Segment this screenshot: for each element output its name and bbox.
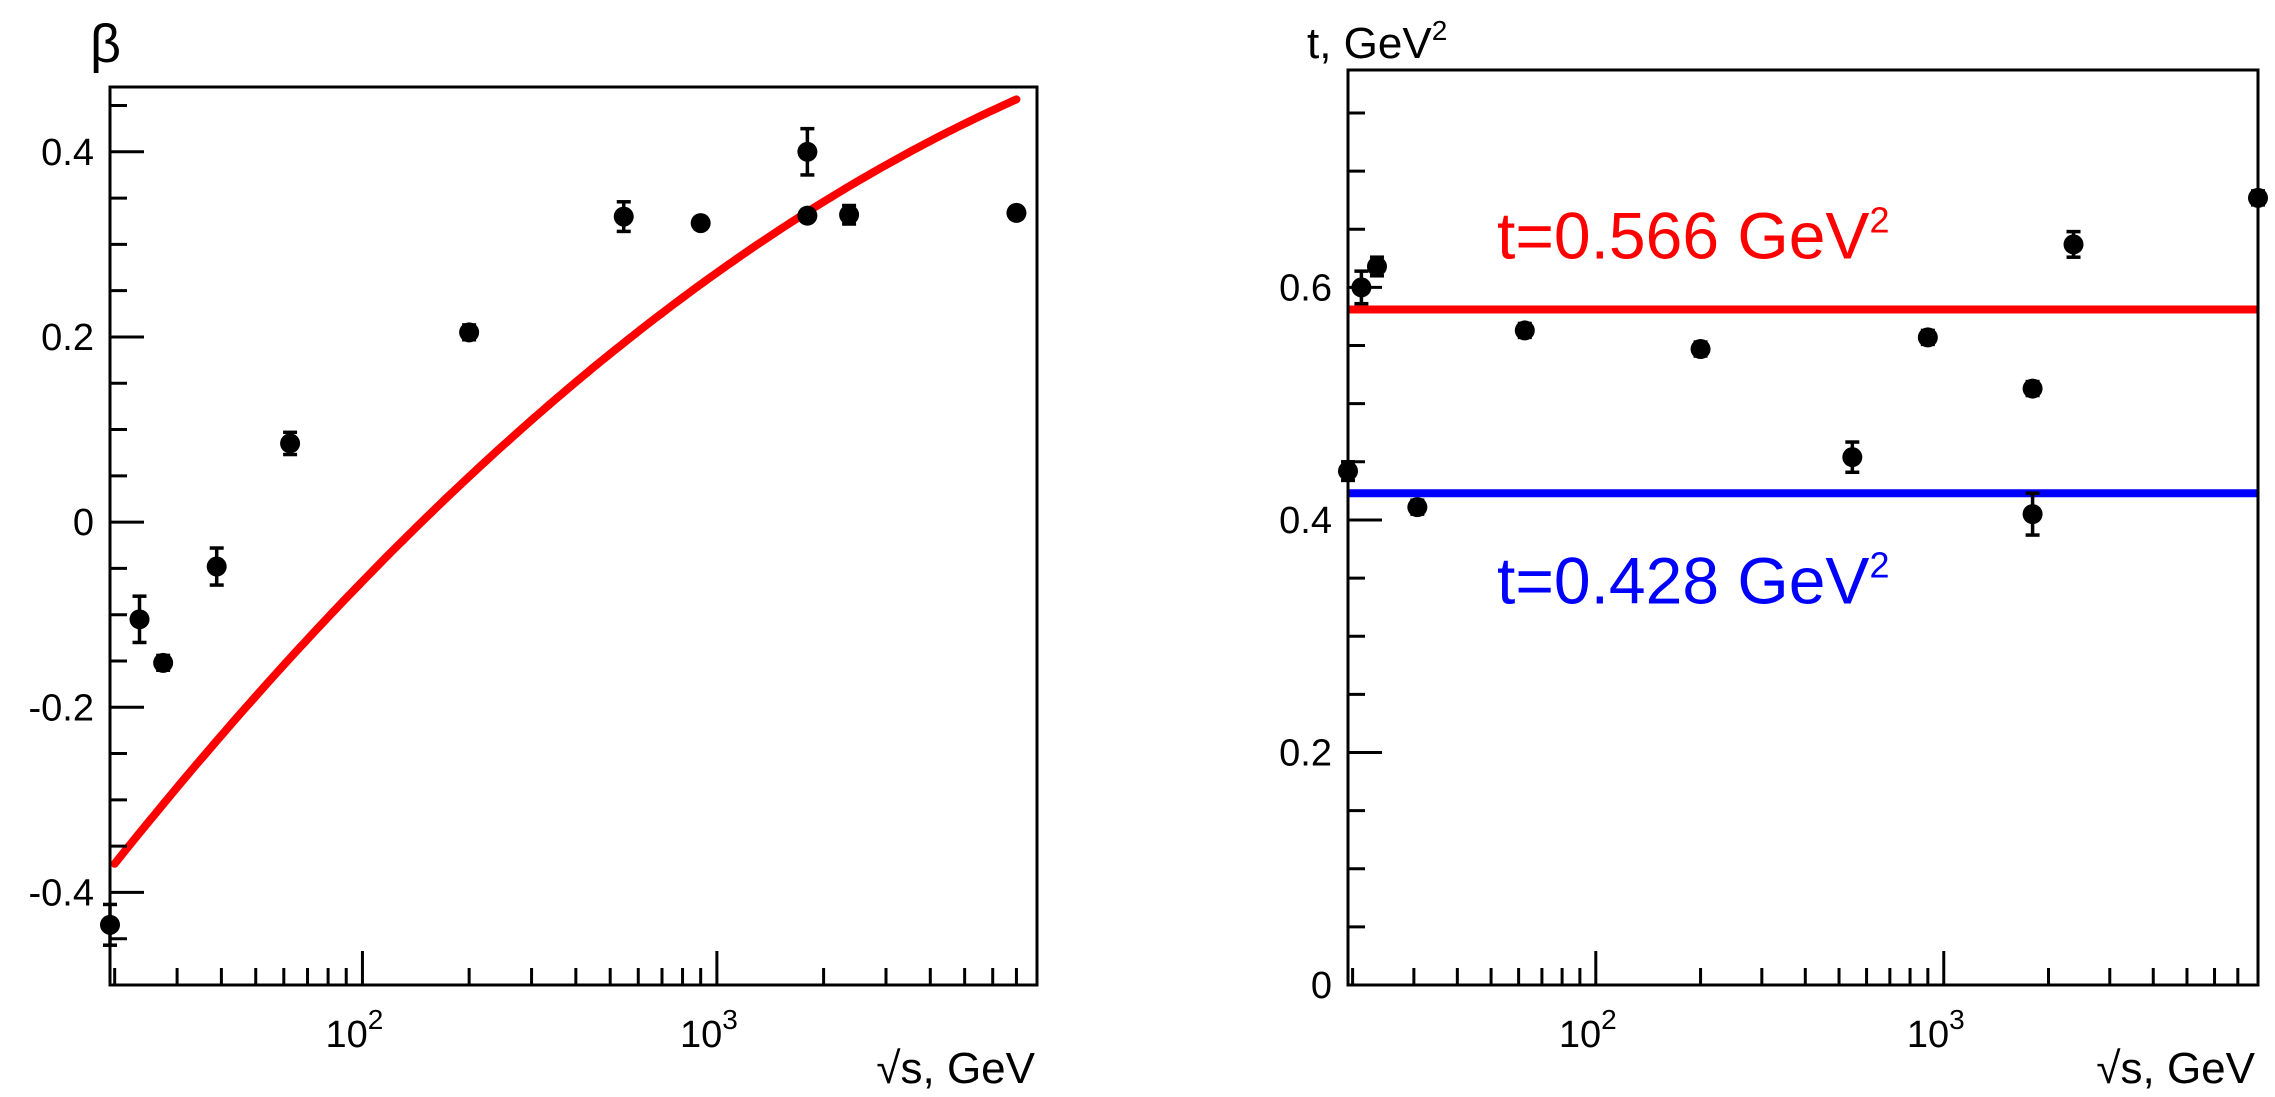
hline-label-0: t=0.566 GeV2 (1497, 198, 1889, 272)
t-x-axis-label: √s, GeV (2096, 1044, 2255, 1093)
y-tick-label: 0 (1311, 965, 1332, 1007)
beta-y-axis-label: β (90, 14, 121, 74)
x-tick-label: 103 (1907, 1004, 1965, 1056)
data-point (1690, 339, 1711, 360)
t-panel: t=0.566 GeV2 t=0.428 GeV2 0 0.2 0.4 0.6 102 10… (1279, 15, 2268, 1093)
data-point (1842, 447, 1863, 468)
t-y-axis-label-text: t, GeV (1307, 19, 1432, 68)
t-axis-ticks: 0 0.2 0.4 0.6 102 103 (1279, 111, 2260, 1056)
data-point (2022, 504, 2043, 525)
data-point (1514, 320, 1535, 341)
data-point (2022, 378, 2043, 399)
y-tick-label: 0 (73, 502, 94, 544)
beta-x-axis-label: √s, GeV (876, 1044, 1035, 1093)
beta-marks (100, 95, 1027, 947)
t-y-axis-label: t, GeV2 (1307, 15, 1447, 68)
beta-plot-frame (108, 85, 1039, 987)
data-point (839, 204, 860, 225)
data-point (459, 322, 480, 343)
y-tick-label: -0.2 (29, 687, 94, 729)
y-tick-label: -0.4 (29, 872, 94, 914)
beta-panel: -0.4 -0.2 0 0.2 0.4 102 103 β √s, GeV (29, 14, 1039, 1093)
x-tick-label: 102 (326, 1004, 384, 1056)
data-point (690, 213, 711, 234)
data-point (2063, 234, 2084, 255)
fit-curve (110, 95, 1021, 868)
data-point (1366, 256, 1387, 277)
data-point (797, 205, 818, 226)
data-point (613, 206, 634, 227)
data-point (206, 556, 227, 577)
beta-axis-ticks: -0.4 -0.2 0 0.2 0.4 102 103 (29, 104, 1039, 1056)
t-marks: t=0.566 GeV2 t=0.428 GeV2 (1338, 187, 2268, 618)
hline-label-1: t=0.428 GeV2 (1497, 544, 1889, 618)
t-plot-frame (1346, 68, 2260, 987)
data-point (129, 609, 150, 630)
y-tick-label: 0.2 (41, 317, 94, 359)
data-point (1917, 327, 1938, 348)
data-point (1006, 202, 1027, 223)
x-tick-label: 103 (680, 1004, 738, 1056)
x-tick-label: 102 (1559, 1004, 1617, 1056)
data-point (153, 652, 174, 673)
y-tick-label: 0.4 (41, 132, 94, 174)
data-point (797, 141, 818, 162)
data-point (1407, 497, 1428, 518)
data-point (280, 433, 301, 454)
y-tick-label: 0.4 (1279, 500, 1332, 542)
t-y-axis-label-sup: 2 (1432, 15, 1448, 46)
y-tick-label: 0.6 (1279, 267, 1332, 309)
y-tick-label: 0.2 (1279, 732, 1332, 774)
